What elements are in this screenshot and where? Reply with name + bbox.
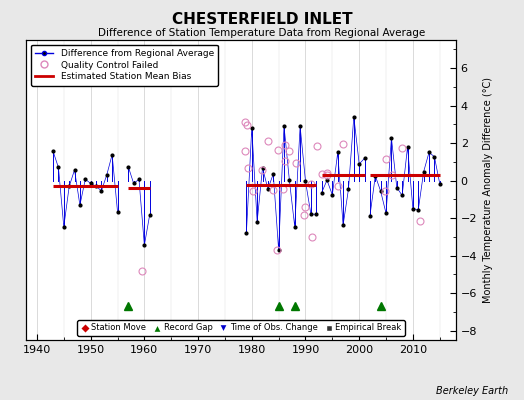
Text: CHESTERFIELD INLET: CHESTERFIELD INLET	[172, 12, 352, 27]
Text: Berkeley Earth: Berkeley Earth	[436, 386, 508, 396]
Y-axis label: Monthly Temperature Anomaly Difference (°C): Monthly Temperature Anomaly Difference (…	[483, 77, 493, 303]
Text: Difference of Station Temperature Data from Regional Average: Difference of Station Temperature Data f…	[99, 28, 425, 38]
Legend: Station Move, Record Gap, Time of Obs. Change, Empirical Break: Station Move, Record Gap, Time of Obs. C…	[77, 320, 405, 336]
